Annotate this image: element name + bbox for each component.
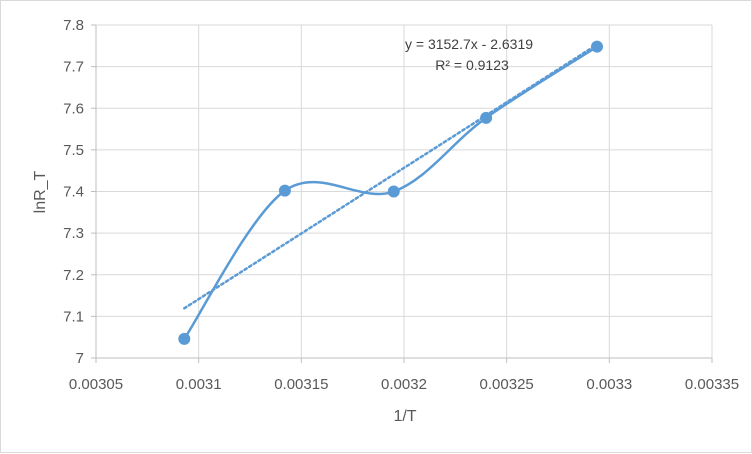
trendline-r-squared: R² = 0.9123 (435, 57, 509, 73)
x-tick-label: 0.0032 (381, 376, 427, 393)
x-axis-title: 1/T (393, 408, 416, 425)
y-tick-label: 7 (76, 350, 84, 367)
x-tick-label: 0.00325 (480, 376, 534, 393)
data-point (591, 40, 604, 53)
y-tick-label: 7.7 (63, 59, 84, 76)
data-series (178, 40, 604, 345)
y-tick-label: 7.3 (63, 225, 84, 242)
y-axis-title: lnR_T (32, 170, 49, 213)
y-tick-label: 7.1 (63, 308, 84, 325)
x-tick-label: 0.00305 (69, 376, 123, 393)
y-tick-label: 7.8 (63, 17, 84, 34)
data-point (480, 111, 493, 124)
x-tick-label: 0.00335 (685, 376, 739, 393)
data-point (387, 185, 400, 198)
gridlines (96, 24, 713, 358)
y-tick-label: 7.4 (63, 184, 84, 201)
axes (91, 24, 713, 363)
x-tick-label: 0.00315 (274, 376, 328, 393)
y-tick-label: 7.6 (63, 100, 84, 117)
data-point (278, 184, 291, 197)
trendline-equation: y = 3152.7x - 2.6319 (405, 36, 533, 52)
data-point (178, 332, 191, 345)
x-tick-label: 0.0033 (586, 376, 632, 393)
x-tick-label: 0.0031 (176, 376, 222, 393)
y-tick-label: 7.2 (63, 267, 84, 284)
tick-labels: 0.00305 0.0031 0.00315 0.0032 0.00325 0.0033 0… (63, 17, 739, 393)
y-tick-label: 7.5 (63, 142, 84, 159)
